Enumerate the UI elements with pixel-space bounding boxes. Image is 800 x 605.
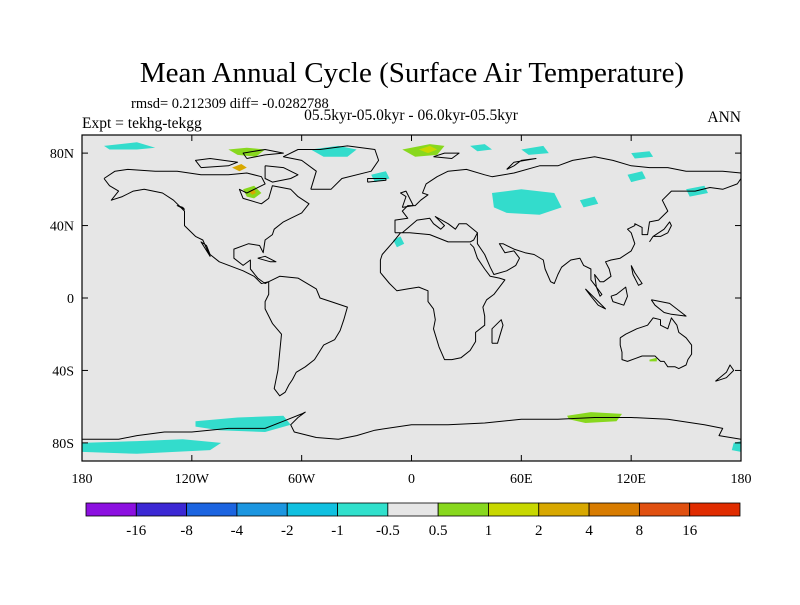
coastline-segment [610, 286, 628, 306]
x-tick-label: 180 [731, 472, 752, 487]
colorbar-swatch [689, 502, 741, 517]
colorbar-label: 1 [485, 523, 493, 539]
anomaly-east-asia-cool-2 [627, 171, 646, 183]
anomaly-iceland-cool [371, 171, 390, 183]
coastline-segment [491, 319, 504, 344]
coastline-segment [242, 149, 284, 159]
coastline-segment [103, 168, 310, 284]
colorbar-swatch [488, 502, 540, 517]
colorbar-swatch [135, 502, 188, 517]
x-tick-label: 0 [408, 472, 415, 487]
x-tick-label: 180 [72, 472, 93, 487]
x-tick-label: 60E [510, 472, 533, 487]
colorbar-swatch [186, 502, 238, 517]
colorbar-label: 0.5 [429, 523, 448, 539]
anomaly-siberia-cool [631, 151, 654, 159]
y-tick-label: 80N [50, 147, 74, 162]
season-label: ANN [707, 109, 741, 126]
colorbar-label: -4 [231, 523, 244, 539]
map-background [82, 135, 741, 461]
anomaly-central-asia-cool [492, 189, 562, 215]
colorbar-swatch [588, 502, 640, 517]
coastline-segment [433, 152, 460, 159]
anomaly-canada-orange-spot [232, 164, 247, 172]
experiment-label: Expt = tekhg-tekgg [82, 115, 202, 132]
y-tick-label: 0 [67, 292, 74, 307]
figure-title: Mean Annual Cycle (Surface Air Temperatu… [140, 57, 684, 89]
period-label: 05.5kyr-05.0kyr - 06.0kyr-05.5kyr [304, 107, 519, 124]
anomaly-north-pacific-arctic-patch [104, 142, 156, 150]
anomaly-east-asia-cool-1 [579, 196, 599, 208]
colorbar-label: 2 [535, 523, 543, 539]
x-tick-label: 60W [288, 472, 316, 487]
y-tick-label: 40N [50, 220, 74, 235]
anomaly-barents-cool [470, 144, 492, 152]
colorbar-label: -8 [180, 523, 193, 539]
coastline-segment [650, 299, 687, 317]
colorbar: -16 -8 -4 -2 -1 -0.5 0.5 1 2 4 8 16 [85, 502, 741, 539]
anomaly-kara-cool [521, 145, 549, 155]
colorbar-label: 16 [682, 523, 698, 539]
coastline-segment [630, 265, 643, 286]
coastline-segment [715, 364, 735, 382]
colorbar-swatch [236, 502, 288, 517]
colorbar-swatch [85, 502, 137, 517]
colorbar-swatch [437, 502, 489, 517]
colorbar-label: 8 [636, 523, 644, 539]
anomaly-ross-sea-cool [82, 439, 222, 454]
y-tick-label: 40S [52, 364, 74, 379]
colorbar-swatch [387, 502, 439, 517]
colorbar-swatch [286, 502, 338, 517]
coastline-segment [82, 411, 741, 440]
colorbar-label: -1 [331, 523, 344, 539]
anomaly-east-antarctic-edge-cool [731, 441, 741, 452]
coastline-segment [585, 288, 606, 310]
coastline-layer [82, 145, 741, 440]
anomaly-svalbard-yellow [418, 145, 438, 154]
colorbar-label: -0.5 [376, 523, 400, 539]
stats-line: rmsd= 0.212309 diff= -0.0282788 [131, 96, 329, 112]
coastline-segment [649, 221, 672, 243]
colorbar-swatch [337, 502, 389, 517]
map-panel: 180 120W 60W 0 60E 120E 180 80N 40N 0 40S 80S [50, 134, 752, 487]
coastline-segment [619, 317, 693, 370]
colorbar-label: 4 [585, 523, 593, 539]
y-tick-label: 80S [52, 437, 74, 452]
colorbar-swatch [538, 502, 590, 517]
coastline-segment [257, 255, 277, 263]
x-axis: 180 120W 60W 0 60E 120E 180 [72, 135, 752, 487]
x-tick-label: 120E [616, 472, 646, 487]
x-tick-label: 120W [175, 472, 210, 487]
coastline-segment [476, 178, 741, 297]
coastline-segment [506, 158, 537, 170]
anomaly-greenland-cool [310, 145, 357, 157]
colorbar-swatch [638, 502, 691, 517]
coastline-segment [379, 216, 506, 361]
coastline-segment [367, 178, 387, 183]
coastline-segment [264, 165, 299, 183]
coastline-segment [195, 158, 239, 169]
coastline-segment [176, 205, 185, 210]
y-axis: 80N 40N 0 40S 80S [50, 147, 741, 452]
coastline-segment [264, 275, 348, 397]
anomaly-australia-warm [649, 357, 657, 362]
coastline-segment [400, 190, 414, 208]
colorbar-label: -2 [281, 523, 294, 539]
colorbar-label: -16 [126, 523, 146, 539]
coastline-segment [282, 145, 380, 190]
